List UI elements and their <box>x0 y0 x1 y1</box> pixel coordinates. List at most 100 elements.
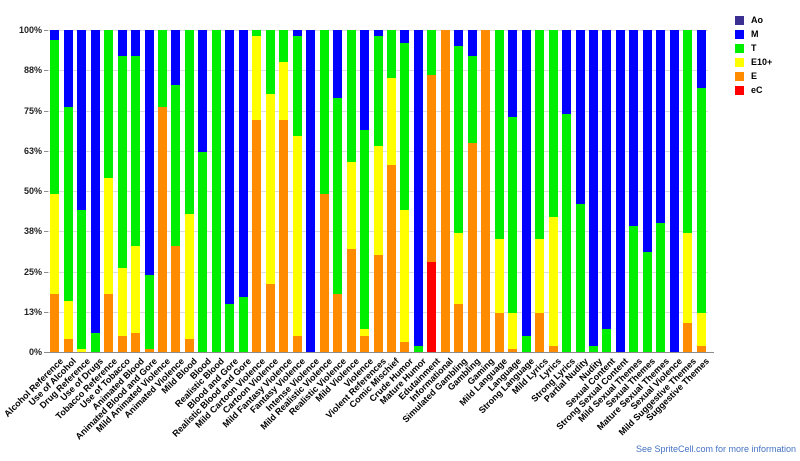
stacked-bar-blood <box>198 30 208 352</box>
stacked-bar-sexual-violence <box>669 30 679 352</box>
y-tick-mark <box>44 271 48 273</box>
stacked-bar-realistic-blood-and-gore <box>238 30 248 352</box>
bar-segment-E10+ <box>77 348 87 352</box>
bar-segment-T <box>427 30 437 76</box>
bar-segment-T <box>279 30 289 63</box>
bar-segment-T <box>90 332 100 352</box>
bar-segment-E <box>508 348 518 352</box>
stacked-bar-realistic-violence <box>333 30 343 352</box>
bar-segment-M <box>373 30 383 37</box>
legend-swatch-M <box>735 30 744 39</box>
legend-item-M: M <box>735 30 772 39</box>
bar-segment-T <box>346 30 356 163</box>
bar-segment-T <box>575 203 585 352</box>
stacked-bar-mature-humor <box>413 30 423 352</box>
bar-segment-E <box>265 284 275 352</box>
stacked-bar-use-of-drugs <box>90 30 100 352</box>
stacked-bar-simulated-gambling <box>454 30 464 352</box>
bar-segment-T <box>508 116 518 314</box>
y-tick-mark <box>44 150 48 152</box>
y-tick-mark <box>44 311 48 313</box>
bar-segment-T <box>696 87 706 314</box>
y-tick-label: 63% <box>23 145 42 156</box>
bar-segment-E10+ <box>454 232 464 304</box>
y-tick-mark <box>44 191 48 192</box>
bar-segment-M <box>90 30 100 333</box>
bar-segment-E <box>454 303 464 352</box>
bar-segment-M <box>656 30 666 224</box>
bar-segment-E <box>696 345 706 352</box>
bar-segment-E <box>386 165 396 352</box>
bar-segment-T <box>292 36 302 137</box>
bar-segment-T <box>656 223 666 352</box>
bar-segment-T <box>602 329 612 352</box>
bar-segment-E <box>535 313 545 352</box>
bar-segment-E <box>144 348 154 352</box>
bar-segment-T <box>413 345 423 352</box>
bar-segment-T <box>104 30 114 179</box>
bar-segment-E <box>252 120 262 352</box>
legend-label: Ao <box>751 15 763 25</box>
bar-segment-T <box>157 30 167 108</box>
bar-segment-E <box>157 107 167 352</box>
stacked-bar-suggestive-themes <box>696 30 706 352</box>
stacked-bar-realistic-blood <box>211 30 221 352</box>
stacked-bar-strong-lyrics <box>562 30 572 352</box>
legend-label: E10+ <box>751 57 773 67</box>
bar-segment-M <box>306 30 316 352</box>
bar-segment-T <box>211 30 221 352</box>
bar-segment-T <box>562 113 572 352</box>
stacked-bar-violence <box>360 30 370 352</box>
y-tick-label: 25% <box>23 266 42 277</box>
bar-segment-E <box>184 339 194 352</box>
bar-segment-M <box>333 30 343 98</box>
bar-segment-E10+ <box>252 36 262 121</box>
bar-segment-E <box>50 294 60 352</box>
bar-segment-T <box>333 97 343 295</box>
bar-segment-T <box>360 129 370 330</box>
stacked-bar-partial-nudity <box>575 30 585 352</box>
stacked-bar-animated-blood-and-gore <box>144 30 154 352</box>
bar-segment-T <box>252 30 262 37</box>
bar-segment-M <box>602 30 612 330</box>
y-tick-label: 88% <box>23 65 42 76</box>
bar-segment-T <box>198 152 208 352</box>
stacked-bar-informational <box>440 30 450 352</box>
bar-segment-M <box>696 30 706 88</box>
bar-segment-T <box>50 39 60 195</box>
y-tick-label: 50% <box>23 186 42 196</box>
bar-segment-T <box>642 252 652 352</box>
bar-segment-M <box>413 30 423 346</box>
bar-segment-T <box>400 42 410 211</box>
bar-segment-E10+ <box>386 78 396 166</box>
bar-segment-T <box>683 30 693 233</box>
footer-link[interactable]: See SpriteCell.com for more information <box>635 444 796 454</box>
bar-segment-E10+ <box>696 313 706 346</box>
bar-segment-M <box>521 30 531 336</box>
bar-segment-E <box>360 335 370 352</box>
bar-segment-M <box>198 30 208 153</box>
bar-segment-M <box>615 30 625 352</box>
stacked-bar-strong-language <box>521 30 531 352</box>
bar-segment-T <box>63 107 73 301</box>
stacked-bar-use-of-alcohol <box>63 30 73 352</box>
y-tick-mark <box>44 110 48 112</box>
bar-segment-E10+ <box>508 313 518 349</box>
bar-segment-M <box>77 30 87 211</box>
bar-segment-T <box>629 226 639 352</box>
stacked-bar-gambling <box>467 30 477 352</box>
stacked-bar-animated-blood <box>131 30 141 352</box>
bar-segment-M <box>131 30 141 56</box>
stacked-bar-sexual-content <box>602 30 612 352</box>
bar-segment-E <box>279 120 289 352</box>
bar-segment-E <box>400 342 410 352</box>
bar-segment-M <box>589 30 598 346</box>
stacked-bar-mature-sexual-themes <box>656 30 666 352</box>
y-tick-label: 38% <box>23 226 42 237</box>
bar-segment-T <box>373 36 383 146</box>
bar-segment-T <box>467 55 477 143</box>
stacked-bar-strong-sexual-content <box>615 30 625 352</box>
bar-segment-E <box>117 335 127 352</box>
